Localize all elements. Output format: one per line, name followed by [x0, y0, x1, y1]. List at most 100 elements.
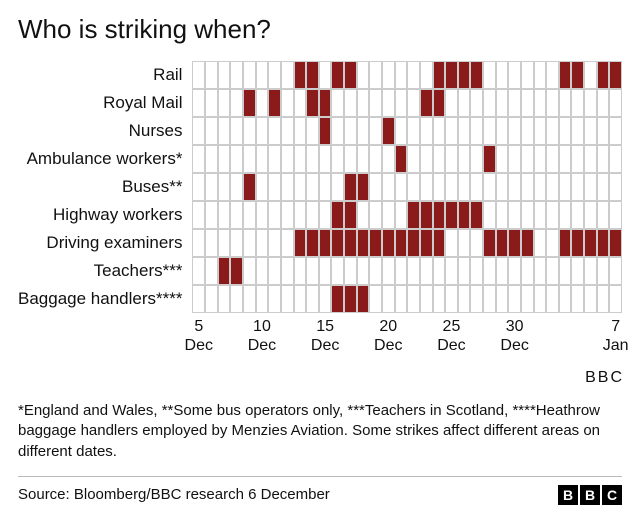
strike-day-cell — [458, 61, 471, 89]
chart-grid — [192, 61, 622, 313]
empty-day-cell — [192, 201, 205, 229]
empty-day-cell — [281, 201, 294, 229]
empty-day-cell — [483, 285, 496, 313]
empty-day-cell — [597, 89, 610, 117]
strike-day-cell — [319, 117, 332, 145]
empty-day-cell — [230, 201, 243, 229]
empty-day-cell — [597, 257, 610, 285]
empty-day-cell — [609, 173, 622, 201]
empty-day-cell — [496, 285, 509, 313]
empty-day-cell — [205, 173, 218, 201]
empty-day-cell — [205, 117, 218, 145]
axis-tick: 7Jan — [603, 317, 629, 355]
empty-day-cell — [319, 201, 332, 229]
empty-day-cell — [546, 145, 559, 173]
empty-day-cell — [331, 117, 344, 145]
empty-day-cell — [508, 145, 521, 173]
empty-day-cell — [344, 117, 357, 145]
empty-day-cell — [357, 201, 370, 229]
empty-day-cell — [445, 145, 458, 173]
strike-day-cell — [597, 229, 610, 257]
empty-day-cell — [268, 173, 281, 201]
empty-day-cell — [192, 145, 205, 173]
empty-day-cell — [433, 117, 446, 145]
strike-day-cell — [420, 201, 433, 229]
empty-day-cell — [559, 145, 572, 173]
empty-day-cell — [331, 145, 344, 173]
empty-day-cell — [281, 117, 294, 145]
empty-day-cell — [344, 89, 357, 117]
empty-day-cell — [218, 229, 231, 257]
empty-day-cell — [470, 117, 483, 145]
row-label: Buses** — [18, 173, 192, 201]
empty-day-cell — [268, 257, 281, 285]
empty-day-cell — [382, 145, 395, 173]
axis-tick: 25Dec — [437, 317, 465, 355]
empty-day-cell — [559, 89, 572, 117]
empty-day-cell — [243, 257, 256, 285]
empty-day-cell — [609, 117, 622, 145]
strike-day-cell — [268, 89, 281, 117]
strike-day-cell — [445, 201, 458, 229]
empty-day-cell — [584, 89, 597, 117]
empty-day-cell — [331, 257, 344, 285]
empty-day-cell — [192, 61, 205, 89]
strike-day-cell — [571, 229, 584, 257]
row-label: Driving examiners — [18, 229, 192, 257]
empty-day-cell — [407, 257, 420, 285]
bbc-logo-block: C — [610, 369, 622, 387]
empty-day-cell — [508, 285, 521, 313]
empty-day-cell — [521, 173, 534, 201]
empty-day-cell — [571, 201, 584, 229]
empty-day-cell — [458, 229, 471, 257]
empty-day-cell — [483, 201, 496, 229]
empty-day-cell — [369, 201, 382, 229]
strike-day-cell — [218, 257, 231, 285]
empty-day-cell — [256, 173, 269, 201]
empty-day-cell — [230, 173, 243, 201]
empty-day-cell — [205, 229, 218, 257]
axis-tick: 20Dec — [374, 317, 402, 355]
empty-day-cell — [445, 89, 458, 117]
strike-day-cell — [433, 201, 446, 229]
row-label: Ambulance workers* — [18, 145, 192, 173]
empty-day-cell — [546, 61, 559, 89]
empty-day-cell — [192, 285, 205, 313]
empty-day-cell — [294, 201, 307, 229]
empty-day-cell — [230, 89, 243, 117]
strike-day-cell — [458, 201, 471, 229]
empty-day-cell — [205, 89, 218, 117]
empty-day-cell — [192, 257, 205, 285]
empty-day-cell — [230, 285, 243, 313]
strike-day-cell — [584, 229, 597, 257]
strike-day-cell — [306, 61, 319, 89]
empty-day-cell — [584, 61, 597, 89]
empty-day-cell — [546, 201, 559, 229]
empty-day-cell — [243, 285, 256, 313]
strike-day-cell — [344, 229, 357, 257]
strike-day-cell — [571, 61, 584, 89]
empty-day-cell — [230, 61, 243, 89]
empty-day-cell — [534, 61, 547, 89]
strike-day-cell — [331, 61, 344, 89]
bbc-logo-top: BBC — [585, 369, 622, 387]
bbc-logo-block: B — [598, 369, 609, 387]
empty-day-cell — [281, 257, 294, 285]
empty-day-cell — [243, 145, 256, 173]
empty-day-cell — [369, 145, 382, 173]
empty-day-cell — [281, 229, 294, 257]
empty-day-cell — [395, 61, 408, 89]
empty-day-cell — [508, 201, 521, 229]
strike-day-cell — [609, 61, 622, 89]
empty-day-cell — [306, 257, 319, 285]
empty-day-cell — [294, 89, 307, 117]
empty-day-cell — [483, 257, 496, 285]
axis-tick: 15Dec — [311, 317, 339, 355]
strike-day-cell — [306, 89, 319, 117]
empty-day-cell — [256, 145, 269, 173]
strike-day-cell — [344, 201, 357, 229]
empty-day-cell — [458, 173, 471, 201]
strike-day-cell — [609, 229, 622, 257]
strike-day-cell — [483, 229, 496, 257]
empty-day-cell — [496, 117, 509, 145]
